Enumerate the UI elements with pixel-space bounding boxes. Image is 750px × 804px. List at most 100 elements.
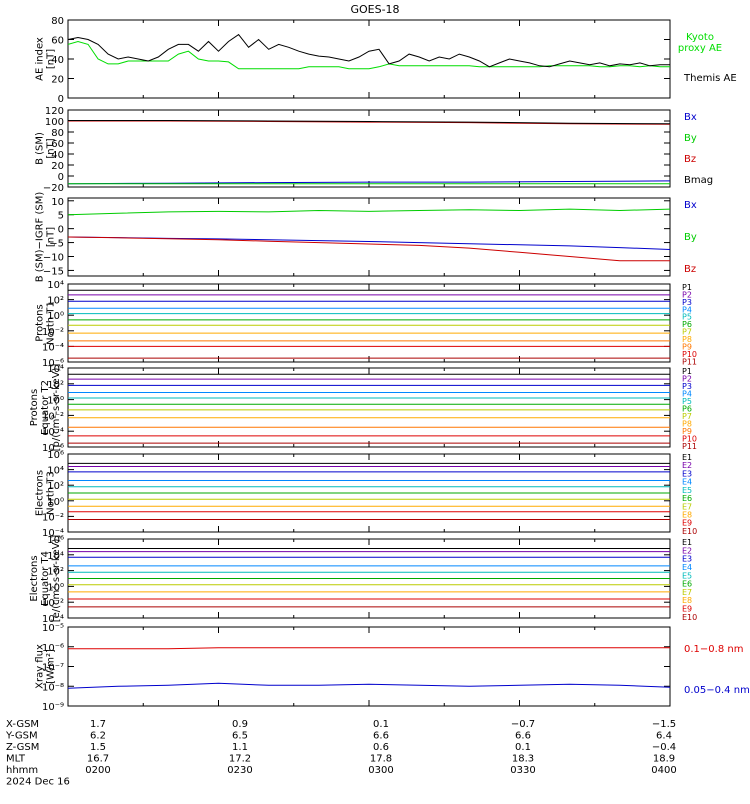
y-tick-label: 10⁻²	[42, 598, 64, 609]
y-axis-label: [p/(cm²-s-sr-keV)]	[51, 364, 62, 452]
legend-label: P7	[682, 328, 692, 337]
legend-label: 0.1−0.8 nm	[684, 644, 743, 655]
y-axis-label: Equator T2	[40, 380, 51, 435]
legend-label: P3	[682, 382, 692, 391]
y-tick-label: 10⁻⁴	[42, 528, 64, 539]
series-line-0-05-0-4-nm	[68, 682, 670, 689]
legend-label: E6	[682, 580, 692, 589]
panel-frame	[67, 626, 671, 707]
x-axis-value: 1.1	[232, 742, 248, 753]
y-axis-label: Electrons	[29, 555, 40, 601]
y-tick-label: 0	[58, 94, 64, 105]
legend-label: Bx	[684, 112, 697, 123]
legend-label: E2	[682, 461, 692, 470]
series-line-kyoto-proxy-ae	[68, 40, 670, 70]
y-tick-label: 10⁻⁶	[42, 643, 64, 654]
y-tick-label: 0	[58, 172, 64, 183]
legend-label: P6	[682, 320, 692, 329]
x-axis-value: 16.7	[87, 754, 109, 765]
legend-label: E10	[682, 613, 697, 622]
legend-label: P10	[682, 435, 697, 444]
y-tick-label: 10⁻⁴	[42, 614, 64, 625]
legend-label: P11	[682, 442, 697, 451]
legend-label: E2	[682, 546, 692, 555]
x-axis-value: 0.9	[232, 719, 248, 730]
x-axis-value: −1.5	[652, 719, 676, 730]
legend-label: E9	[682, 519, 692, 528]
y-tick-label: 80	[51, 128, 64, 139]
y-tick-label: 10⁻⁶	[42, 443, 64, 454]
panel-4: 10⁻⁶ 10⁻⁴ 10⁻² 10⁰ 10² 10⁴ Protons North T1 P1P2…	[35, 280, 698, 369]
y-tick-label: −10	[43, 253, 64, 264]
y-axis-label: [nT]	[46, 138, 57, 158]
x-axis-row-label: Y-GSM	[5, 731, 38, 742]
legend-label: P10	[682, 350, 697, 359]
legend-label: Themis AE	[683, 73, 737, 84]
series-line-0-1-0-8-nm	[68, 647, 670, 650]
series-line-themis-ae	[68, 33, 670, 68]
y-tick-label: −15	[43, 266, 64, 277]
legend-label: E8	[682, 596, 692, 605]
y-tick-label: 10⁻²	[42, 411, 64, 422]
legend-label: E4	[682, 478, 692, 487]
x-axis-value: 1.5	[90, 742, 106, 753]
y-tick-label: 60	[51, 36, 64, 47]
x-axis-value: 1.7	[90, 719, 106, 730]
legend-label: P6	[682, 405, 692, 414]
legend-label: E7	[682, 588, 692, 597]
y-tick-label: 20	[51, 75, 64, 86]
y-tick-label: 100	[45, 117, 64, 128]
legend-label: E8	[682, 510, 692, 519]
legend-label: Bz	[684, 264, 696, 275]
panel-frame	[67, 19, 671, 99]
panel-7: 10⁻⁴ 10⁻² 10⁰ 10² 10⁴ 10⁶ Electrons Equator T4[…	[29, 535, 697, 625]
legend-label: P11	[682, 357, 697, 366]
y-tick-label: 10²	[47, 296, 64, 307]
y-axis-label: Electrons	[35, 470, 46, 516]
legend-label: Bx	[684, 200, 697, 211]
x-axis-value: 17.8	[370, 754, 392, 765]
legend-label: 0.05−0.4 nm	[684, 685, 750, 696]
legend-label: E4	[682, 563, 692, 572]
y-axis-label: Protons	[29, 389, 40, 426]
y-tick-label: 10²	[47, 481, 64, 492]
series-line-bmag	[68, 120, 670, 125]
legend-label: P8	[682, 335, 692, 344]
y-tick-label: 10²	[47, 567, 64, 578]
legend-label: P4	[682, 305, 692, 314]
y-tick-label: 10	[51, 197, 64, 208]
panel-8: 10⁻⁹ 10⁻⁸ 10⁻⁷ 10⁻⁶ 10⁻⁵ Xray flux [W/m²] 0.1−0…	[35, 623, 750, 713]
legend-label: E10	[682, 527, 697, 536]
y-tick-label: 10⁻⁴	[42, 427, 64, 438]
y-tick-label: 10⁻⁵	[42, 623, 64, 634]
legend-label: E3	[682, 469, 692, 478]
y-tick-label: 60	[51, 139, 64, 150]
legend-label: P2	[682, 290, 692, 299]
y-tick-label: 10⁴	[47, 364, 64, 375]
legend-label: P1	[682, 367, 692, 376]
legend-label: E5	[682, 486, 692, 495]
legend-label: E1	[682, 538, 692, 547]
y-tick-label: 5	[58, 211, 64, 222]
x-axis-value: 6.5	[232, 731, 248, 742]
legend-label: P9	[682, 427, 692, 436]
legend-label: P5	[682, 313, 692, 322]
x-axis-value: −0.7	[511, 719, 535, 730]
y-tick-label: 10⁶	[47, 535, 64, 546]
x-axis-row-label: MLT	[6, 754, 26, 765]
x-axis-value: 0.1	[373, 719, 389, 730]
y-tick-label: 10⁻⁸	[42, 682, 64, 693]
legend-label: E3	[682, 555, 692, 564]
y-tick-label: 10⁻⁷	[42, 663, 64, 674]
x-axis-value: 0230	[227, 765, 252, 776]
y-tick-label: 10²	[47, 380, 64, 391]
y-axis-label: AE index	[35, 37, 46, 81]
x-axis-value: 0.1	[515, 742, 531, 753]
x-axis-value: 0.6	[373, 742, 389, 753]
legend-label: P8	[682, 420, 692, 429]
legend-label: P1	[682, 283, 692, 292]
